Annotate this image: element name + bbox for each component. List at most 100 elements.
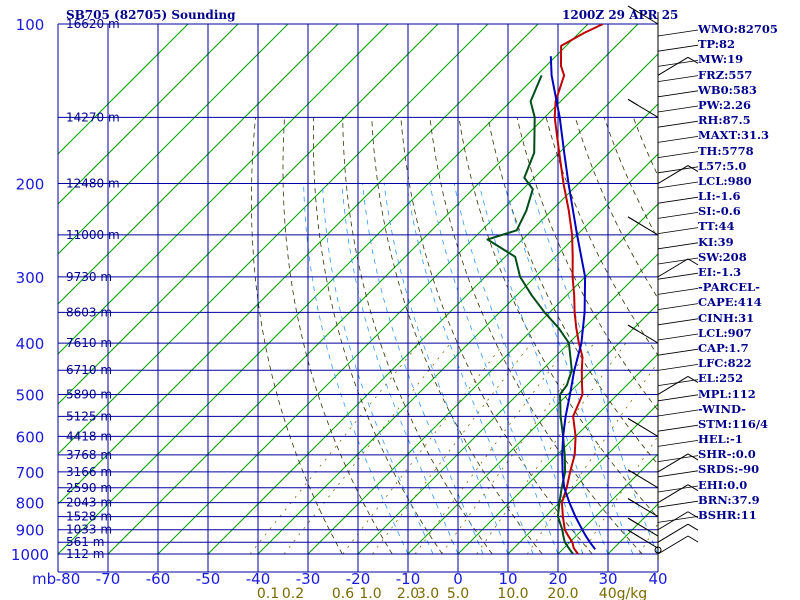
temperature-gridlines: [57, 24, 659, 573]
height-label: 1033 m: [66, 523, 112, 537]
index-item: MW:19: [698, 52, 744, 67]
index-connector: [657, 394, 699, 402]
index-item: STM:116/4: [698, 416, 769, 431]
wind-barb: [657, 484, 689, 504]
wind-barb-flag: [627, 469, 639, 477]
index-item: BRN:37.9: [698, 492, 760, 507]
wind-barb-flag: [627, 216, 639, 224]
index-connector: [657, 470, 699, 478]
height-label: 11000 m: [66, 228, 120, 242]
dry-adiabat-line: [371, 117, 543, 555]
isotherm-line: [58, 24, 489, 455]
index-connector: [657, 90, 699, 98]
temperature-tick-label: -60: [146, 570, 171, 588]
index-connector: [657, 409, 699, 417]
temperature-tick-label: -80: [56, 570, 81, 588]
temperature-tick-label: 10: [498, 570, 517, 588]
mixing-ratio-lines: [249, 342, 658, 555]
index-connector: [657, 151, 699, 158]
wind-barb-flag: [627, 5, 639, 13]
wind-barb: [657, 535, 689, 555]
temperature-tick-label: 0: [453, 570, 463, 588]
pressure-tick-label: 900: [16, 522, 45, 540]
isotherm-line: [407, 303, 658, 555]
isotherm-line: [257, 153, 658, 555]
index-connector: [657, 318, 699, 326]
index-item: RH:87.5: [698, 113, 751, 128]
index-connector: [657, 440, 699, 447]
index-connector: [657, 212, 699, 219]
wind-barb-flag: [627, 498, 639, 506]
mixing-ratio-label: 2.0: [397, 586, 419, 600]
mixing-ratio-line: [526, 361, 658, 555]
index-connector: [657, 29, 699, 37]
index-connector: [657, 227, 699, 234]
wind-barb: [657, 165, 689, 184]
isotherm-line: [557, 453, 658, 555]
isotherm-line: [507, 403, 658, 555]
isotherm-line: [357, 253, 658, 555]
wind-barb-flag: [687, 535, 699, 543]
index-connector: [657, 272, 699, 280]
temperature-tick-label: -10: [396, 570, 421, 588]
index-item: LCL:980: [698, 173, 752, 188]
height-label: 14270 m: [66, 110, 120, 124]
index-connector: [657, 166, 699, 174]
height-label: 561 m: [66, 535, 104, 549]
isotherm-line: [58, 24, 439, 405]
wind-barb: [657, 511, 689, 531]
isotherm-line: [58, 24, 539, 505]
pressure-tick-label: 500: [16, 386, 45, 404]
height-label: 5890 m: [66, 387, 112, 401]
temperature-tick-label: 30: [598, 570, 617, 588]
wind-barb: [657, 56, 689, 76]
dry-adiabat-line: [458, 117, 658, 519]
mixing-ratio-label: 40g/kg: [599, 586, 647, 600]
moist-adiabat-line: [362, 183, 484, 555]
pressure-tick-label: 600: [16, 428, 45, 446]
dry-adiabat-line: [342, 117, 493, 555]
index-item: -PARCEL-: [698, 280, 760, 295]
mixing-ratio-line: [372, 342, 532, 555]
index-item: SW:208: [698, 249, 747, 264]
index-item: CINH:31: [698, 310, 755, 325]
height-label: 6710 m: [66, 363, 112, 377]
height-label: 3768 m: [66, 448, 112, 462]
index-item: L57:5.0: [698, 158, 747, 173]
mixing-ratio-label: 20.0: [547, 586, 578, 600]
index-connector: [657, 196, 699, 204]
index-connector: [657, 500, 699, 508]
index-item: BSHR:11: [698, 508, 757, 522]
index-item: CAPE:414: [698, 295, 762, 310]
dry-adiabat-line: [574, 117, 658, 300]
pressure-tick-label: 700: [16, 464, 45, 482]
height-label: 9730 m: [66, 270, 112, 284]
index-connector: [657, 288, 699, 295]
index-connector: [657, 455, 699, 462]
pressure-tick-label: 1000: [11, 546, 49, 564]
wind-profile: [627, 5, 699, 560]
wind-barb: [657, 453, 689, 473]
wind-barb-flag: [687, 376, 699, 383]
index-connector: [657, 485, 699, 493]
mixing-ratio-label: 1.0: [359, 586, 381, 600]
wind-barb-flag: [627, 517, 639, 525]
temperature-tick-label: -40: [246, 570, 271, 588]
temperature-tick-label: 40: [648, 570, 667, 588]
wind-barb-flag: [687, 453, 699, 461]
mixing-ratio-line: [476, 342, 627, 555]
temperature-tick-label: -30: [296, 570, 321, 588]
wind-barb-flag: [687, 56, 699, 64]
index-item: -WIND-: [698, 401, 746, 416]
pressure-tick-label: 400: [16, 335, 45, 353]
height-label: 112 m: [66, 547, 104, 561]
index-connector: [657, 333, 699, 341]
wind-barb: [657, 523, 689, 543]
index-item: EI:-1.3: [698, 265, 742, 279]
index-connector: [657, 257, 699, 265]
height-label: 7610 m: [66, 336, 112, 350]
index-connector: [657, 348, 699, 356]
index-connector: [657, 120, 699, 128]
